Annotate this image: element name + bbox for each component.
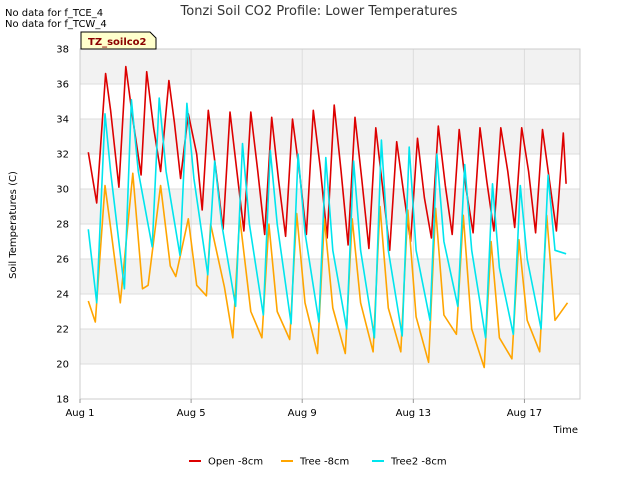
legend-label: Open -8cm (208, 457, 263, 468)
series-lines (87, 65, 569, 369)
y-tick-label: 28 (56, 220, 69, 231)
chart-title: Tonzi Soil CO2 Profile: Lower Temperatur… (180, 4, 458, 19)
series-line-tree2-8cm (87, 97, 567, 339)
x-tick-label: Aug 5 (177, 408, 206, 419)
y-tick-label: 38 (56, 45, 69, 56)
site-tag-label: TZ_soilco2 (88, 37, 147, 48)
x-tick-label: Aug 9 (288, 408, 317, 419)
x-axis-ticks: Aug 1 Aug 5 Aug 9 Aug 13 Aug 17 (65, 399, 542, 419)
no-data-notice-1: No data for f_TCE_4 (5, 8, 104, 19)
x-tick-label: Aug 1 (65, 408, 94, 419)
y-tick-label: 30 (56, 185, 69, 196)
plot-band (80, 84, 580, 119)
series-line-open-8cm (87, 65, 567, 252)
site-tag: TZ_soilco2 (80, 31, 157, 50)
plot-band (80, 329, 580, 364)
x-axis-title: Time (553, 425, 578, 436)
legend-label: Tree -8cm (299, 457, 349, 468)
y-tick-label: 26 (56, 255, 69, 266)
y-axis-ticks: 18 20 22 24 26 28 30 32 34 36 38 (56, 45, 69, 406)
y-tick-label: 22 (56, 325, 69, 336)
x-tick-label: Aug 13 (396, 408, 431, 419)
y-tick-label: 32 (56, 150, 69, 161)
x-tick-label: Aug 17 (507, 408, 542, 419)
y-tick-label: 34 (56, 115, 69, 126)
y-tick-label: 36 (56, 80, 69, 91)
plot-band (80, 49, 580, 84)
plot-band (80, 294, 580, 329)
y-tick-label: 20 (56, 360, 69, 371)
legend-label: Tree2 -8cm (390, 457, 447, 468)
site-tag-box (80, 31, 157, 50)
plot-band (80, 364, 580, 399)
y-tick-label: 24 (56, 290, 69, 301)
y-tick-label: 18 (56, 395, 69, 406)
plot-area-frame (79, 48, 581, 400)
legend: Open -8cm Tree -8cm Tree2 -8cm (189, 457, 447, 468)
y-axis-title: Soil Temperatures (C) (8, 171, 19, 279)
no-data-notice-2: No data for f_TCW_4 (5, 19, 107, 30)
